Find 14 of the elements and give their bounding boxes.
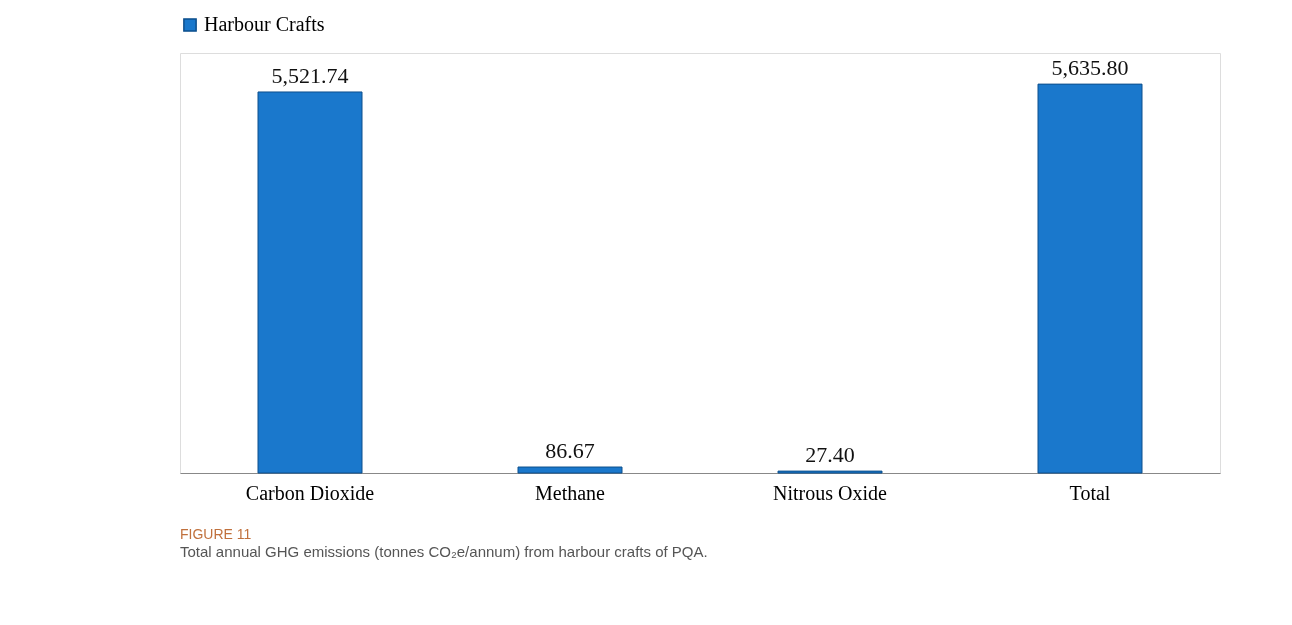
legend-label: Harbour Crafts bbox=[204, 13, 325, 35]
bar bbox=[257, 91, 363, 474]
caption: FIGURE 11 bbox=[180, 526, 252, 542]
x-tick-label: Total bbox=[1069, 481, 1111, 504]
x-tick-label: Carbon Dioxide bbox=[245, 481, 375, 504]
text: Total annual GHG emissions (tonnes CO₂e/annum) from harbour crafts of PQA. bbox=[180, 543, 708, 560]
data-label: 5,521.74 bbox=[271, 62, 349, 88]
x-tick-label: Methane bbox=[535, 481, 606, 504]
bar bbox=[1037, 83, 1143, 474]
data-label: 5,635.80 bbox=[1051, 55, 1129, 81]
x-tick-label: Nitrous Oxide bbox=[773, 481, 888, 504]
data-label: 27.40 bbox=[805, 442, 855, 468]
bar bbox=[517, 466, 623, 474]
data-label: 86.67 bbox=[545, 438, 595, 464]
